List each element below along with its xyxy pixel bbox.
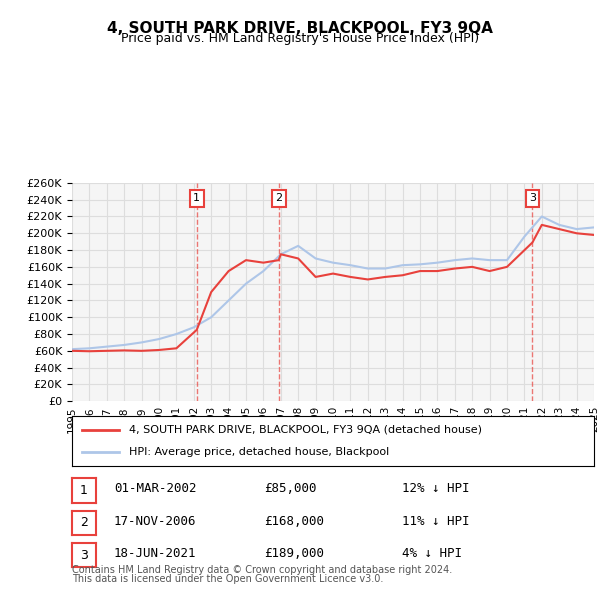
Text: 2: 2 (275, 193, 282, 203)
Text: This data is licensed under the Open Government Licence v3.0.: This data is licensed under the Open Gov… (72, 574, 383, 584)
Text: £168,000: £168,000 (264, 514, 324, 527)
Text: Contains HM Land Registry data © Crown copyright and database right 2024.: Contains HM Land Registry data © Crown c… (72, 565, 452, 575)
Text: £85,000: £85,000 (264, 482, 317, 495)
Text: 1: 1 (80, 484, 88, 497)
Text: 4% ↓ HPI: 4% ↓ HPI (402, 547, 462, 560)
Text: 4, SOUTH PARK DRIVE, BLACKPOOL, FY3 9QA (detached house): 4, SOUTH PARK DRIVE, BLACKPOOL, FY3 9QA … (130, 425, 482, 435)
Text: 18-JUN-2021: 18-JUN-2021 (114, 547, 197, 560)
Text: 2: 2 (80, 516, 88, 529)
Text: 3: 3 (80, 549, 88, 562)
Text: 11% ↓ HPI: 11% ↓ HPI (402, 514, 470, 527)
Text: 12% ↓ HPI: 12% ↓ HPI (402, 482, 470, 495)
Text: £189,000: £189,000 (264, 547, 324, 560)
Text: HPI: Average price, detached house, Blackpool: HPI: Average price, detached house, Blac… (130, 447, 389, 457)
Text: 17-NOV-2006: 17-NOV-2006 (114, 514, 197, 527)
Text: Price paid vs. HM Land Registry's House Price Index (HPI): Price paid vs. HM Land Registry's House … (121, 32, 479, 45)
Text: 3: 3 (529, 193, 536, 203)
Text: 1: 1 (193, 193, 200, 203)
Text: 01-MAR-2002: 01-MAR-2002 (114, 482, 197, 495)
Text: 4, SOUTH PARK DRIVE, BLACKPOOL, FY3 9QA: 4, SOUTH PARK DRIVE, BLACKPOOL, FY3 9QA (107, 21, 493, 35)
